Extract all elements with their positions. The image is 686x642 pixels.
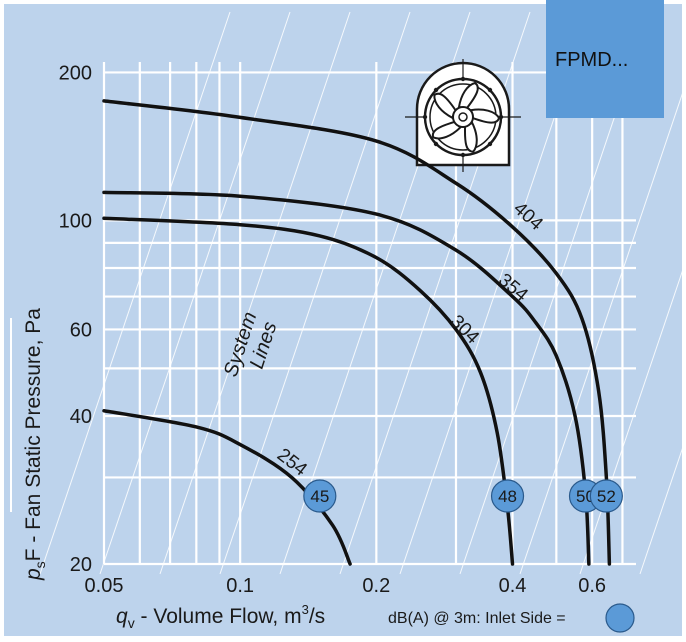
fan-curve-254 xyxy=(102,408,352,566)
legend-note: dB(A) @ 3m: Inlet Side = xyxy=(388,610,566,627)
y-tick-labels: 20 40 60 100 200 xyxy=(59,62,92,576)
y-tick-label: 40 xyxy=(70,406,92,428)
y-tick-label: 100 xyxy=(59,210,92,232)
x-tick-label: 0.05 xyxy=(85,575,124,597)
noise-badge-45 xyxy=(303,479,337,513)
x-axis-label: qv - Volume Flow, m3/s xyxy=(116,602,325,631)
x-tick-label: 0.2 xyxy=(362,575,390,597)
x-tick-label: 0.4 xyxy=(499,575,527,597)
system-line xyxy=(519,81,686,575)
x-tick-label: 0.1 xyxy=(226,575,254,597)
fan-curve-354 xyxy=(102,190,591,566)
system-line xyxy=(99,11,291,575)
system-line xyxy=(639,436,686,575)
noise-badge-label-50: 50 xyxy=(576,487,595,506)
system-line xyxy=(219,11,411,575)
y-tick-label: 200 xyxy=(59,62,92,84)
system-line xyxy=(39,11,231,575)
y-tick-label: 20 xyxy=(70,554,92,576)
model-label: FPMD... xyxy=(555,49,628,71)
noise-badge-label-52: 52 xyxy=(597,487,616,506)
fan-curve-404 xyxy=(102,99,612,566)
y-axis-label: psF - Fan Static Pressure, Pa xyxy=(22,308,48,581)
fan-curve-304 xyxy=(102,216,515,566)
fan-curves xyxy=(102,99,612,566)
model-label-box xyxy=(546,0,664,118)
x-tick-label: 0.6 xyxy=(578,575,606,597)
noise-badges: 45 48 50 52 xyxy=(303,479,623,513)
system-line xyxy=(159,11,351,575)
x-tick-labels: 0.05 0.1 0.2 0.4 0.6 xyxy=(85,575,607,597)
fan-icon xyxy=(405,59,521,172)
noise-badge-48 xyxy=(490,479,525,513)
noise-badge-label-45: 45 xyxy=(310,487,329,506)
legend-inlet-circle xyxy=(605,603,635,633)
y-tick-label: 60 xyxy=(70,319,92,341)
noise-badge-label-48: 48 xyxy=(498,487,517,506)
noise-badge-52 xyxy=(589,479,623,513)
